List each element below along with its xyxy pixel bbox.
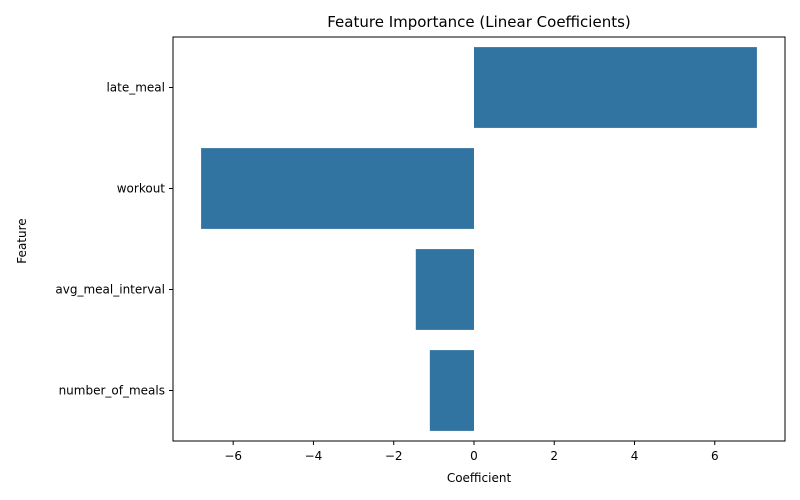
- x-axis-label: Coefficient: [447, 471, 512, 485]
- x-tick-label: 4: [631, 449, 639, 463]
- chart-title: Feature Importance (Linear Coefficients): [327, 13, 631, 31]
- x-tick-label: 0: [470, 449, 478, 463]
- y-tick-label: number_of_meals: [59, 384, 165, 398]
- y-tick-label: late_meal: [106, 81, 165, 95]
- bar-avg-meal-interval: [415, 249, 474, 330]
- x-ticks-group: −6 −4 −2 0 2 4 6: [224, 441, 719, 463]
- bar-workout: [201, 148, 474, 229]
- y-axis-label: Feature: [15, 218, 29, 263]
- x-tick-label: −4: [305, 449, 323, 463]
- bars-group: [201, 47, 757, 431]
- bar-late-meal: [473, 47, 757, 128]
- x-tick-label: −2: [385, 449, 403, 463]
- x-tick-label: −6: [224, 449, 242, 463]
- y-tick-label: avg_meal_interval: [55, 283, 165, 297]
- plot-frame: [172, 36, 786, 442]
- x-tick-label: 2: [550, 449, 558, 463]
- x-tick-label: 6: [711, 449, 719, 463]
- y-tick-label: workout: [117, 182, 166, 196]
- bar-number-of-meals: [429, 350, 474, 431]
